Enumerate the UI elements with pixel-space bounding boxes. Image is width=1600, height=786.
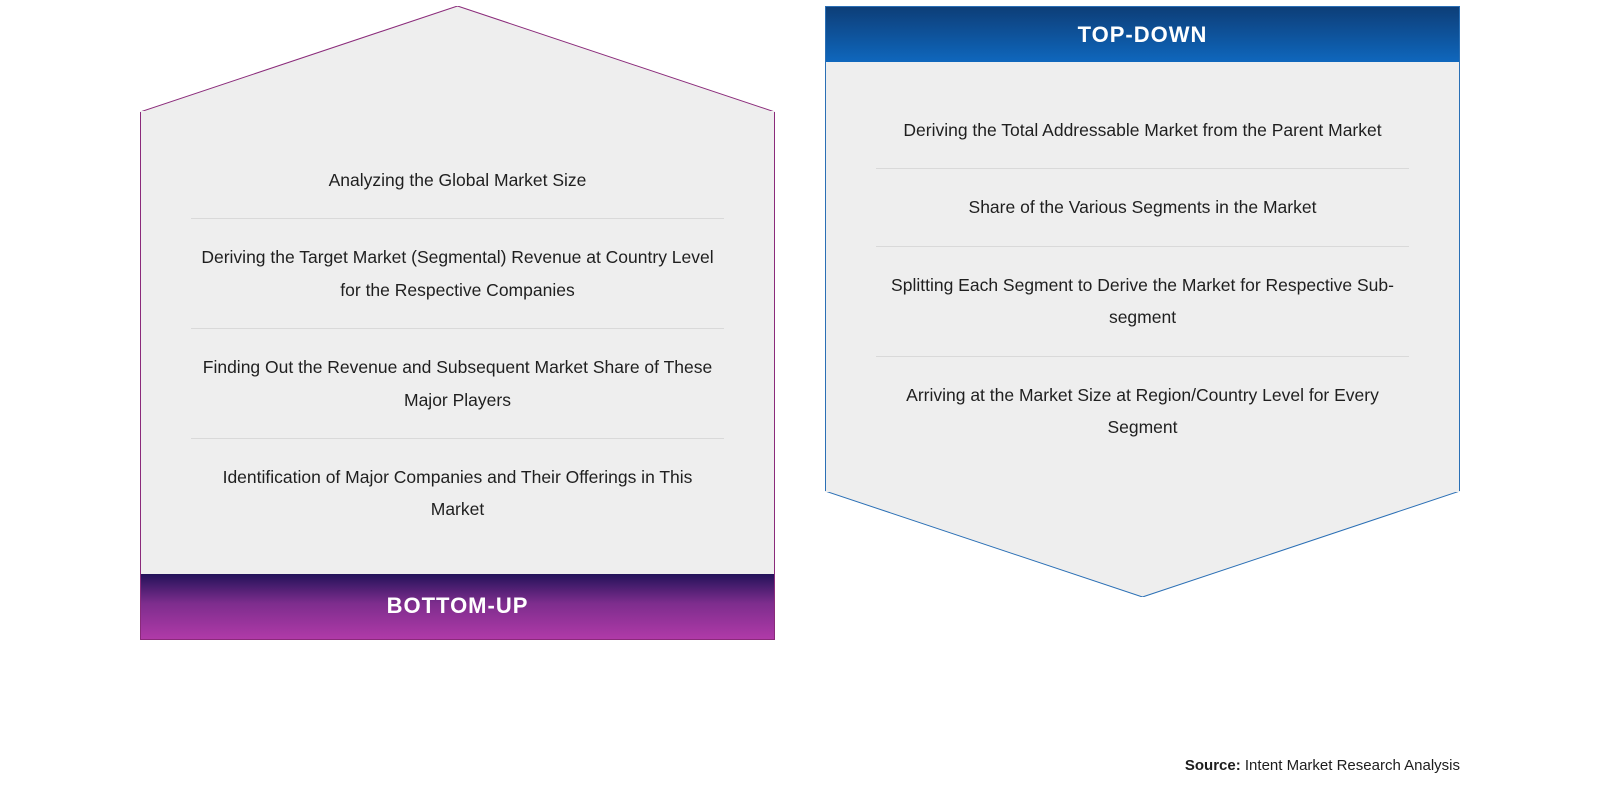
bottom-up-title-bar: BOTTOM-UP <box>140 574 775 640</box>
top-down-item: Share of the Various Segments in the Mar… <box>876 169 1409 245</box>
top-down-item: Splitting Each Segment to Derive the Mar… <box>876 247 1409 356</box>
bottom-up-title: BOTTOM-UP <box>387 593 529 619</box>
source-line: Source: Intent Market Research Analysis <box>1185 757 1460 774</box>
bottom-up-body: Analyzing the Global Market Size Derivin… <box>140 112 775 574</box>
bottom-up-item: Deriving the Target Market (Segmental) R… <box>191 219 724 328</box>
top-down-item: Deriving the Total Addressable Market fr… <box>876 92 1409 168</box>
bottom-up-item: Analyzing the Global Market Size <box>191 142 724 218</box>
top-down-panel: TOP-DOWN Deriving the Total Addressable … <box>825 6 1460 640</box>
top-down-title: TOP-DOWN <box>1078 22 1208 48</box>
top-down-title-bar: TOP-DOWN <box>825 6 1460 62</box>
bottom-up-item: Finding Out the Revenue and Subsequent M… <box>191 329 724 438</box>
bottom-up-arrow-tip <box>140 6 775 112</box>
panels-row: Analyzing the Global Market Size Derivin… <box>0 0 1600 640</box>
bottom-up-item: Identification of Major Companies and Th… <box>191 439 724 548</box>
source-label: Source: <box>1185 757 1241 774</box>
top-down-item: Arriving at the Market Size at Region/Co… <box>876 357 1409 466</box>
top-down-arrow-tip <box>825 491 1460 597</box>
bottom-up-panel: Analyzing the Global Market Size Derivin… <box>140 6 775 640</box>
top-down-body: Deriving the Total Addressable Market fr… <box>825 62 1460 491</box>
source-text: Intent Market Research Analysis <box>1245 757 1460 774</box>
